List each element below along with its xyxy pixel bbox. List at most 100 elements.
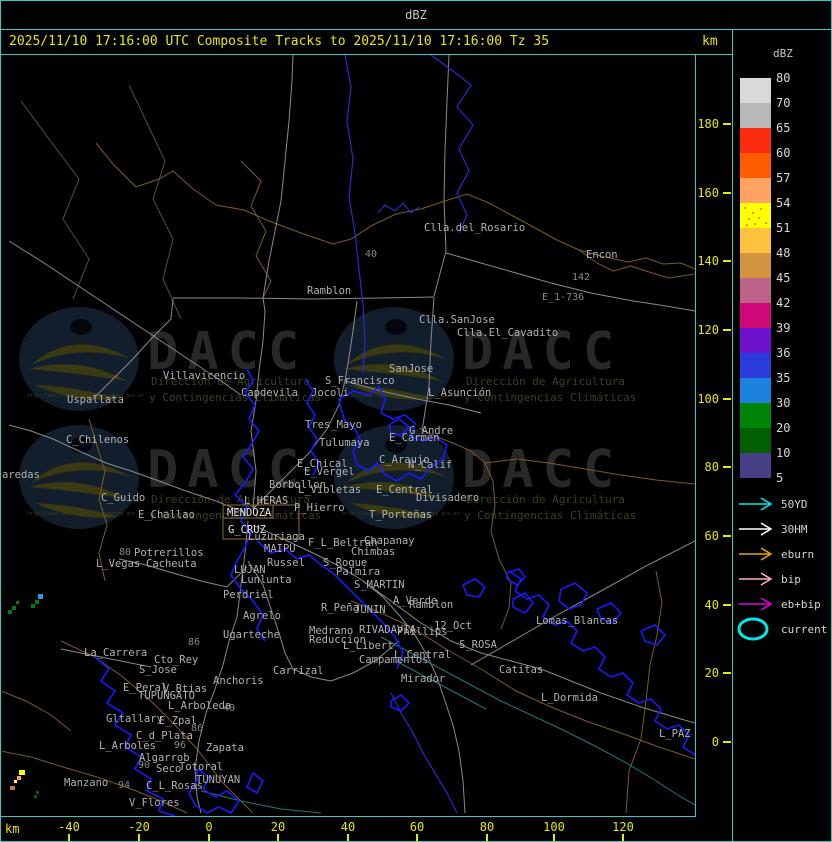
map-label: Medrano [309,625,353,637]
dacc-logo-leaf [31,462,131,483]
dacc-logo-ellipse [334,425,454,529]
river-line [390,692,458,814]
map-label: Lunlunta [241,574,292,586]
watermark-acronym: DACC [147,322,308,382]
storm-track-outline [388,418,411,436]
terrain-line [20,100,90,300]
road-line [470,540,695,666]
map-label: G_Andre [409,425,453,437]
storm-track-outline [640,624,667,646]
panel-divider [732,30,733,841]
storm-track-outline [230,368,266,642]
50YD-arrow-icon [739,497,773,511]
map-label: JUNIN [354,604,386,616]
map-label: TUNUYAN [196,774,240,786]
dacc-logo-eye [385,437,407,453]
map-label: Villavicencio [163,370,245,382]
province-line [433,55,450,297]
road-line [252,524,466,814]
colorbar-value-label: 30 [776,396,790,410]
storm-track-outline [256,540,404,670]
road-line [88,418,108,582]
map-label: L_Asunción [428,387,491,399]
map-label: Phillips [397,626,448,638]
map-label: L_Violetas [298,484,361,496]
colorbar-speckle [760,208,762,210]
legend-label: eburn [781,548,814,561]
legend-label: eb+bip [781,598,821,611]
watermark-subtitle: Dirección de Agricultura [151,493,310,506]
colorbar-value-label: 5 [776,471,783,485]
map-label: Agrelo [243,610,281,622]
road-line [194,520,249,814]
bottom-axis-tick-label: 120 [612,820,634,834]
terrain-line [128,84,182,320]
dacc-logo-leaf [35,385,119,400]
map-label: Clla.El_Cavadito [457,327,558,339]
map-label: Catitas [499,664,543,676]
map-label: Russel [267,557,305,569]
map-lines-layer [2,55,695,816]
map-label: Capdevila [241,387,298,399]
watermark-url: http://www.contingencias.mendoza.gov.ar [27,393,144,399]
colorbar-value-label: 60 [776,146,790,160]
storm-track-outline [390,693,411,712]
map-label: E_Carmen [389,432,440,444]
watermark-url: http://www.contingencias.mendoza.gov.ar [342,393,459,399]
right-axis-tick-label: 0 [712,735,719,749]
dacc-logo-leaf [344,364,442,381]
colorbar-title: dBZ [773,47,793,60]
radar-echo-pixel [35,600,39,604]
map-label: RIVADAVIA [359,624,417,636]
colorbar-swatch [740,453,771,478]
storm-track-outline [508,570,695,756]
road-line [240,160,272,299]
map-label: Totoral [179,761,223,773]
colorbar-speckle [752,212,754,214]
map-label: Lomas_Blancas [536,615,618,627]
watermark-subtitle: y Contingencias Climáticas [149,509,321,522]
map-label: Ramblon [307,285,351,297]
dacc-logo-leaf [346,344,446,365]
colorbar-speckle [754,223,756,225]
road-line [60,648,152,668]
map-label: Gltallary [106,713,163,725]
radar-echo-pixel [8,610,12,614]
boundary-line [95,142,695,270]
dacc-logo-leaf [346,462,446,483]
road-line [445,252,695,312]
right-axis-tick-label: 120 [697,323,719,337]
map-label: Perdriel [223,589,274,601]
map-bottom-border [1,816,696,817]
road-line [250,55,294,510]
colorbar-swatch [740,328,771,353]
map-label: Mirador [401,673,445,685]
road-line [247,560,400,682]
map-label: L_PAZ [659,728,691,740]
colorbar-swatch [740,78,771,103]
map-label: 86 [191,723,203,734]
storm-track-outline [188,768,241,815]
status-row: 2025/11/10 17:16:00 UTC Composite Tracks… [1,30,831,54]
bottom-axis-tick-label: 60 [410,820,424,834]
timestamp-title: 2025/11/10 17:16:00 UTC Composite Tracks… [9,34,550,49]
map-label: N_Calif [408,459,452,471]
bottom-axis-tick-label: 100 [543,820,565,834]
map-label: Potrerillos [134,547,204,559]
map-label: TUPUNGATO [138,690,195,702]
colorbar-speckle [746,224,748,226]
dacc-logo-leaf [29,364,127,381]
colorbar-value-label: 42 [776,296,790,310]
storm-track-outline [338,385,448,482]
map-label: Encon [586,249,618,261]
dacc-logo-leaf [35,503,119,518]
map-label: P_Hierro [294,502,345,514]
colorbar-value-label: 80 [776,71,790,85]
radar-echo-pixel [17,776,21,780]
map-label: Tres_Mayo [305,419,362,431]
map-label: F_L_Beltran [308,537,378,549]
top-bar-title: dBZ [405,8,427,22]
colorbar-value-label: 39 [776,321,790,335]
